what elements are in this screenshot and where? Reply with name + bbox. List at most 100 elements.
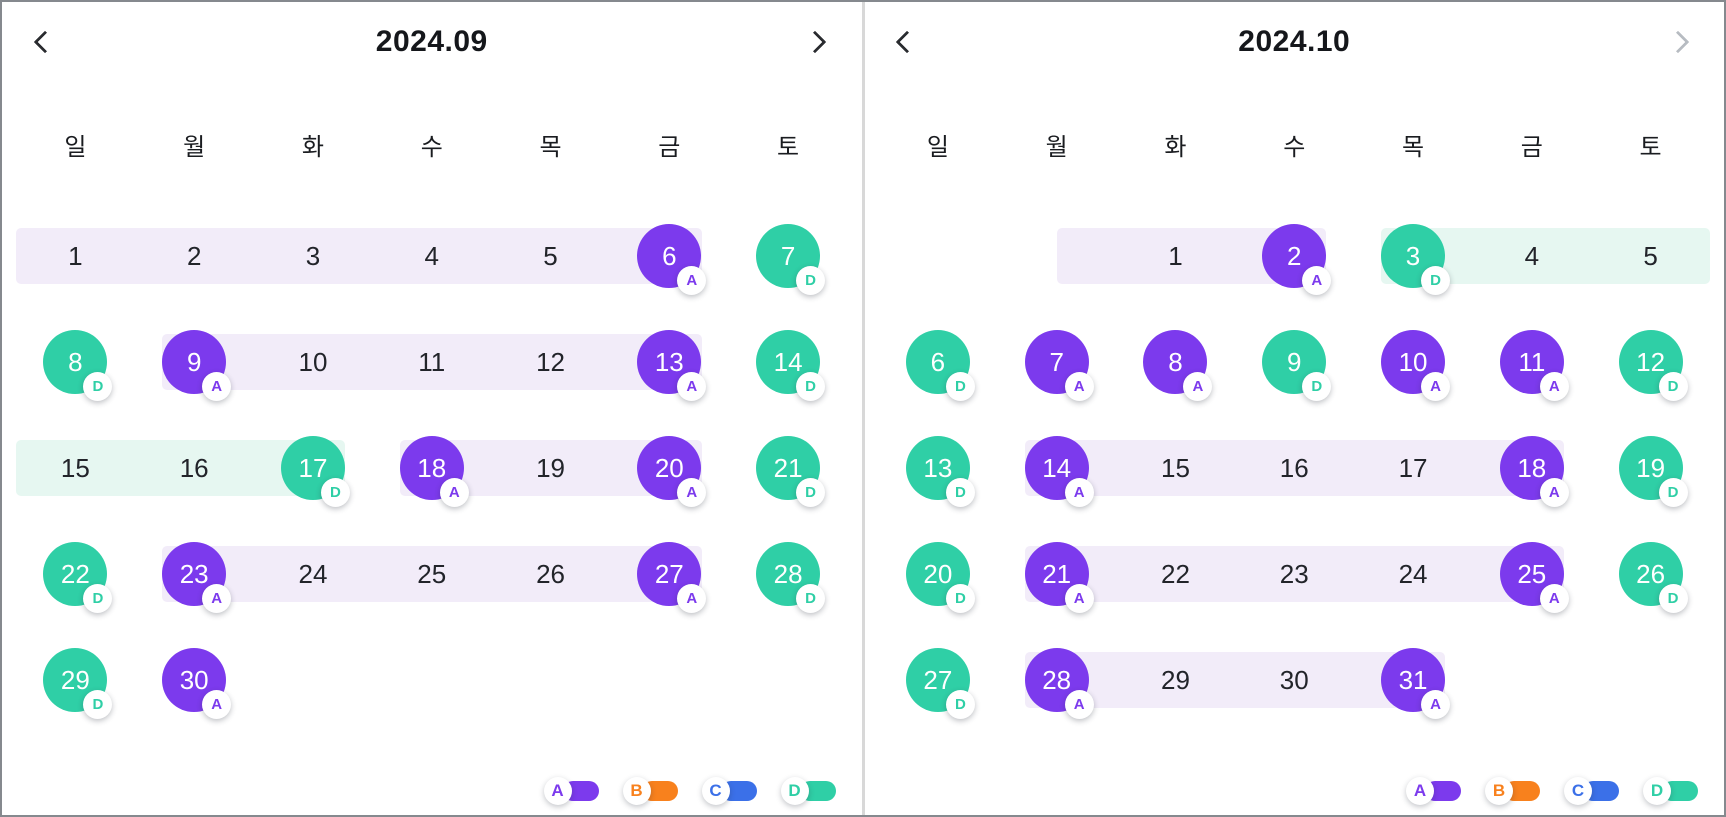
day-cell-5[interactable]: 5 [1591, 223, 1710, 289]
day-number: 24 [1398, 558, 1428, 589]
day-cell-18[interactable]: 18 A [372, 435, 491, 507]
day-cell-4[interactable]: 4 [1472, 223, 1591, 289]
day-cell-30[interactable]: 30 [1235, 647, 1354, 713]
day-cell-12[interactable]: 12 [491, 329, 610, 395]
day-cell-14[interactable]: 14 D [729, 329, 848, 401]
event-day-circle: 14 A [1024, 436, 1094, 507]
day-cell-24[interactable]: 24 [1354, 541, 1473, 607]
day-cell-10[interactable]: 10 A [1354, 329, 1473, 401]
day-cell-2[interactable]: 2 [135, 223, 254, 289]
day-cell-27[interactable]: 27 D [879, 647, 998, 719]
day-cell-19[interactable]: 19 [491, 435, 610, 501]
event-badge-letter: A [211, 696, 223, 713]
day-cell-5[interactable]: 5 [491, 223, 610, 289]
day-cell-29[interactable]: 29 [1116, 647, 1235, 713]
event-day-circle: 25 A [1499, 542, 1569, 613]
day-cell-18[interactable]: 18 A [1472, 435, 1591, 507]
day-cell-15[interactable]: 15 [1116, 435, 1235, 501]
day-cell-29[interactable]: 29 D [16, 647, 135, 719]
weekday-label: 목 [1401, 133, 1425, 161]
event-badge-d: D [945, 372, 975, 401]
day-cell-16[interactable]: 16 [1235, 435, 1354, 501]
event-badge-letter: A [686, 272, 698, 289]
day-cell-1[interactable]: 1 [16, 223, 135, 289]
day-number: 18 [1517, 452, 1547, 483]
day-cell-16[interactable]: 16 [135, 435, 254, 501]
day-number: 29 [1160, 664, 1190, 695]
day-number: 9 [186, 346, 202, 377]
event-badge-letter: A [686, 378, 698, 395]
event-badge-a: A [1539, 372, 1569, 401]
day-cell-28[interactable]: 28 D [729, 541, 848, 613]
event-day-circle: 23 A [162, 542, 232, 613]
legend: A B C D [543, 777, 836, 805]
event-badge-a: A [1539, 478, 1569, 507]
weekday-label: 화 [1164, 133, 1187, 161]
day-number: 17 [1398, 452, 1428, 483]
event-badge-letter: D [1430, 272, 1441, 289]
day-cell-11[interactable]: 11 A [1472, 329, 1591, 401]
day-cell-14[interactable]: 14 A [997, 435, 1116, 507]
event-day-circle: 13 A [637, 330, 707, 401]
week-row: 29 D 30 A [16, 647, 848, 719]
day-cell-31[interactable]: 31 A [1354, 647, 1473, 719]
day-cell-11[interactable]: 11 [372, 329, 491, 395]
day-cell-20[interactable]: 20 D [879, 541, 998, 613]
day-cell-13[interactable]: 13 A [610, 329, 729, 401]
event-day-circle: 10 A [1381, 330, 1451, 401]
day-cell-12[interactable]: 12 D [1591, 329, 1710, 401]
prev-month-button[interactable] [883, 20, 927, 64]
day-cell-23[interactable]: 23 [1235, 541, 1354, 607]
day-number: 1 [68, 240, 83, 271]
day-cell-10[interactable]: 10 [254, 329, 373, 395]
day-number: 22 [60, 558, 90, 589]
event-badge-a: A [677, 372, 707, 401]
day-cell-19[interactable]: 19 D [1591, 435, 1710, 507]
day-cell-1[interactable]: 1 [1116, 223, 1235, 289]
day-cell-4[interactable]: 4 [372, 223, 491, 289]
day-cell-28[interactable]: 28 A [997, 647, 1116, 719]
legend-color-pill [562, 781, 599, 801]
legend-item-d: D [1643, 777, 1698, 805]
event-badge-a: A [1302, 266, 1332, 295]
event-badge-letter: D [954, 484, 966, 501]
day-cell-20[interactable]: 20 A [610, 435, 729, 507]
next-month-button[interactable] [796, 20, 840, 64]
day-cell-15[interactable]: 15 [16, 435, 135, 501]
day-cell-24[interactable]: 24 [254, 541, 373, 607]
event-badge-a: A [202, 690, 232, 719]
day-cell-3[interactable]: 3 [254, 223, 373, 289]
event-day-circle: 20 D [905, 542, 975, 613]
next-month-button[interactable] [1658, 20, 1702, 64]
day-cell-21[interactable]: 21 D [729, 435, 848, 507]
day-cell-13[interactable]: 13 D [879, 435, 998, 507]
day-number: 26 [1636, 558, 1666, 589]
day-cell-30[interactable]: 30 A [135, 647, 254, 719]
day-cell-23[interactable]: 23 A [135, 541, 254, 613]
event-badge-d: D [1302, 372, 1332, 401]
day-cell-26[interactable]: 26 D [1591, 541, 1710, 613]
day-cell-25[interactable]: 25 [372, 541, 491, 607]
day-cell-22[interactable]: 22 D [16, 541, 135, 613]
weekday-label: 토 [1639, 133, 1662, 161]
day-cell-27[interactable]: 27 A [610, 541, 729, 613]
day-cell-21[interactable]: 21 A [997, 541, 1116, 613]
day-cell-22[interactable]: 22 [1116, 541, 1235, 607]
day-cell-17[interactable]: 17 D [254, 435, 373, 507]
weekday-label: 월 [1045, 133, 1068, 161]
prev-month-button[interactable] [20, 20, 64, 64]
day-cell-17[interactable]: 17 [1354, 435, 1473, 501]
day-cell-25[interactable]: 25 A [1472, 541, 1591, 613]
day-number: 21 [773, 452, 803, 483]
day-cell-26[interactable]: 26 [491, 541, 610, 607]
